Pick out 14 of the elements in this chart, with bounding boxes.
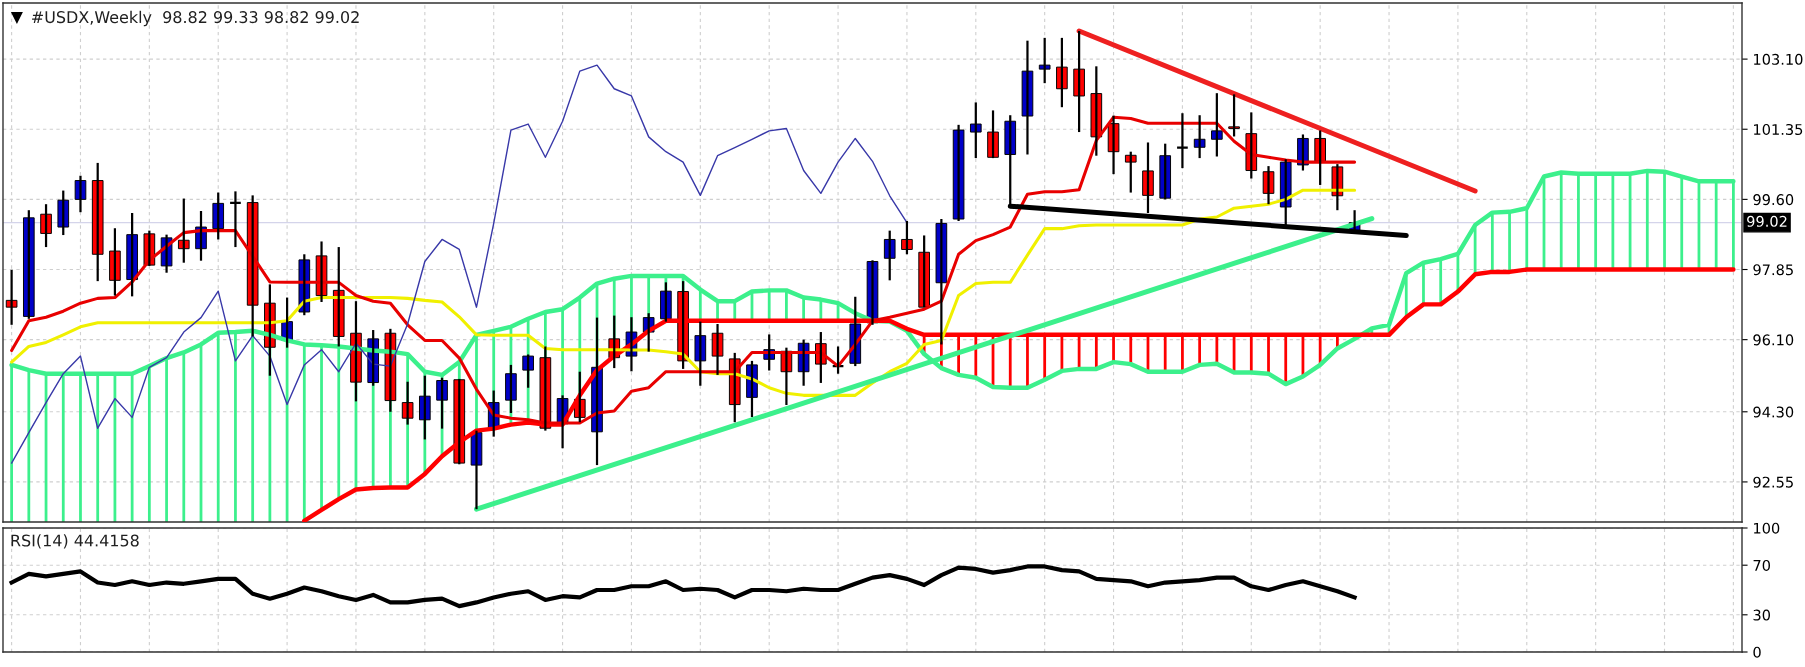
- y-tick-label: 103.10: [1754, 53, 1803, 65]
- y-tick-label: 94.30: [1753, 406, 1794, 418]
- y-tick-label: 30: [1753, 609, 1771, 621]
- y-tick-label: 99.60: [1753, 194, 1794, 206]
- chart-title: #USDX,Weekly 98.82 99.33 98.82 99.02: [32, 10, 359, 27]
- y-tick-label: 97.85: [1753, 264, 1793, 276]
- y-tick-label: 0: [1753, 646, 1761, 658]
- ref-line-label: 99.02: [1747, 215, 1787, 227]
- chart-title: RSI(14) 44.4158: [11, 534, 139, 549]
- y-tick-label: 101.35: [1754, 123, 1803, 135]
- y-tick-label: 70: [1753, 559, 1771, 571]
- y-tick-label: 96.10: [1753, 334, 1794, 346]
- y-tick-label: 100: [1754, 522, 1780, 534]
- y-tick-label: 92.55: [1753, 476, 1793, 488]
